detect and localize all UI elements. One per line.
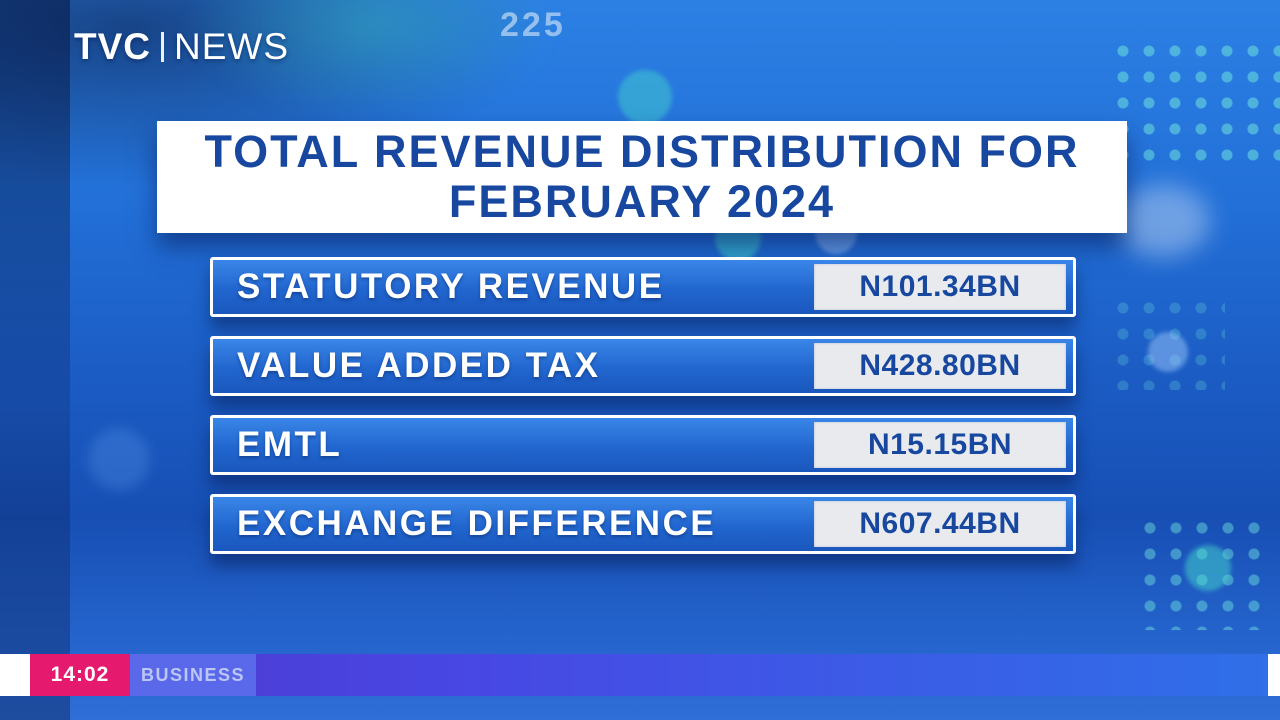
bar-right-cap (1268, 654, 1280, 696)
background-bokeh-circle (1148, 332, 1188, 372)
background-bokeh-circle (1115, 185, 1210, 257)
background-board-number: 225 (500, 6, 566, 44)
revenue-value-box: N101.34BN (814, 264, 1066, 310)
revenue-value-box: N607.44BN (814, 501, 1066, 547)
logo-separator (161, 32, 164, 62)
background-dark-strip (0, 0, 70, 720)
revenue-row-label: EXCHANGE DIFFERENCE (237, 504, 717, 543)
revenue-value-box: N15.15BN (814, 422, 1066, 468)
background-bokeh-circle (88, 428, 150, 490)
background-bokeh-circle (1185, 545, 1231, 591)
table-row: EXCHANGE DIFFERENCE N607.44BN (210, 494, 1076, 554)
tvc-news-logo: TVC NEWS (74, 26, 289, 68)
background-dot-grid (1110, 295, 1225, 390)
revenue-table: STATUTORY REVENUE N101.34BN VALUE ADDED … (210, 257, 1076, 573)
revenue-row-label: EMTL (237, 425, 343, 464)
background-bokeh-circle (618, 70, 672, 124)
background-dot-grid (1110, 38, 1280, 163)
logo-secondary-text: NEWS (174, 26, 289, 67)
time-text: 14:02 (50, 663, 110, 686)
time-badge: 14:02 (30, 654, 130, 696)
revenue-row-label: STATUTORY REVENUE (237, 267, 665, 306)
revenue-value: N15.15BN (867, 428, 1013, 461)
table-row: STATUTORY REVENUE N101.34BN (210, 257, 1076, 317)
revenue-value-box: N428.80BN (814, 343, 1066, 389)
logo-primary-text: TVC (74, 26, 151, 67)
table-row: EMTL N15.15BN (210, 415, 1076, 475)
revenue-value: N607.44BN (859, 507, 1021, 540)
revenue-row-label: VALUE ADDED TAX (237, 346, 601, 385)
lower-third-bar: 14:02 BUSINESS (0, 654, 1280, 696)
category-badge: BUSINESS (130, 654, 256, 696)
headline-banner: TOTAL REVENUE DISTRIBUTION FOR FEBRUARY … (157, 121, 1127, 233)
headline-line-2: FEBRUARY 2024 (448, 176, 836, 227)
revenue-value: N428.80BN (859, 349, 1021, 382)
ticker-bar (256, 654, 1268, 696)
bar-left-cap (0, 654, 30, 696)
table-row: VALUE ADDED TAX N428.80BN (210, 336, 1076, 396)
revenue-value: N101.34BN (859, 270, 1021, 303)
category-label: BUSINESS (140, 664, 246, 685)
headline-line-1: TOTAL REVENUE DISTRIBUTION FOR (204, 125, 1080, 177)
